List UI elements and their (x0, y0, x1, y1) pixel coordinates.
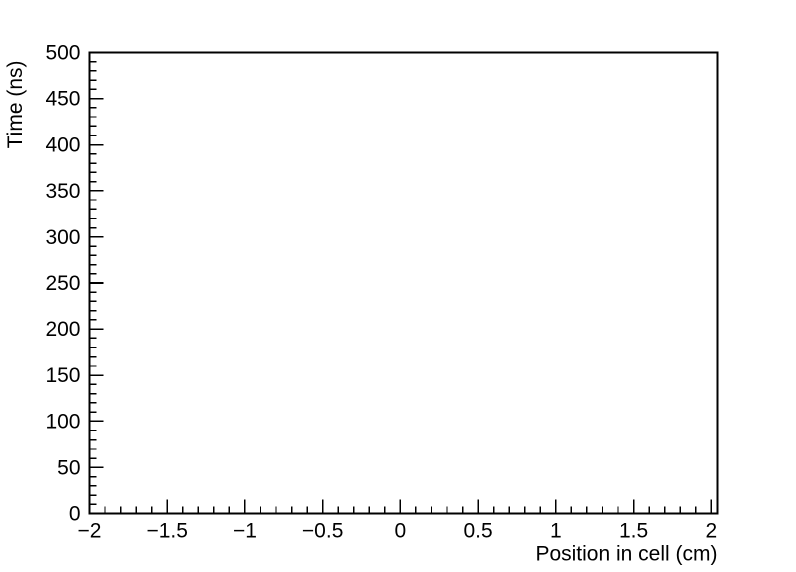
x-axis-title: Position in cell (cm) (535, 543, 717, 566)
x-tick-label: −1 (233, 520, 257, 543)
y-tick-label: 0 (69, 503, 81, 526)
y-axis-tick-labels: 0 50 100 150 200 250 300 350 400 450 500 (45, 42, 80, 526)
y-tick-label: 100 (45, 410, 80, 433)
axis-frame (88, 51, 719, 515)
y-tick-label: 50 (57, 456, 80, 479)
y-tick-label: 300 (45, 226, 80, 249)
plot-frame (88, 51, 719, 515)
y-tick-label: 200 (45, 318, 80, 341)
x-tick-label: 0.5 (464, 520, 493, 543)
x-tick-label: 1.5 (619, 520, 648, 543)
y-tick-label: 350 (45, 180, 80, 203)
x-tick-label: 1 (550, 520, 562, 543)
x-tick-label: −0.5 (302, 520, 343, 543)
x-axis-tick-labels: −2 −1.5 −1 −0.5 0 0.5 1 1.5 2 (78, 520, 718, 543)
x-axis-ticks (88, 499, 713, 514)
y-tick-label: 150 (45, 364, 80, 387)
x-tick-label: 0 (395, 520, 407, 543)
y-tick-label: 250 (45, 272, 80, 295)
y-tick-label: 400 (45, 134, 80, 157)
x-tick-label: 2 (705, 520, 717, 543)
y-tick-label: 450 (45, 88, 80, 111)
x-tick-label: −1.5 (146, 520, 187, 543)
y-axis-title: Time (ns) (4, 61, 27, 149)
x-tick-label: −2 (78, 520, 102, 543)
y-tick-label: 500 (45, 42, 80, 65)
plot-area (89, 52, 718, 514)
